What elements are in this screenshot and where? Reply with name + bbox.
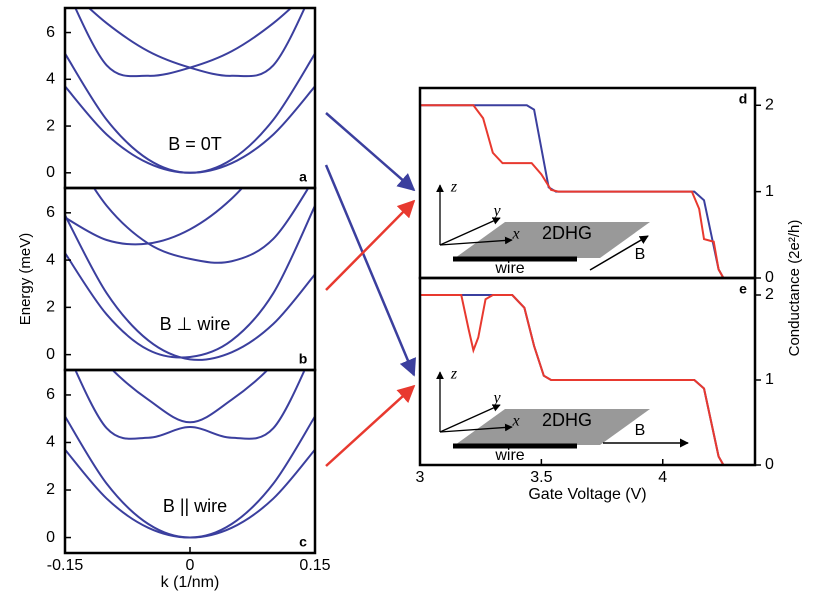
y-tick-label: 0: [765, 456, 774, 473]
y-tick-label: 1: [765, 183, 774, 200]
y-tick-label: 2: [46, 117, 55, 134]
inset-label: wire: [494, 447, 524, 464]
x-tick-label: 3.5: [530, 469, 552, 486]
inset-label: B: [635, 422, 646, 439]
plot-area: [65, 8, 315, 174]
panel-label: d: [739, 91, 748, 107]
frame: [63, 6, 317, 190]
curve: [65, 53, 315, 174]
curve: [65, 415, 315, 539]
y-axis-label: Conductance (2e²/h): [786, 220, 803, 357]
axis-x: [439, 423, 513, 433]
y-tick-label: 2: [765, 96, 774, 113]
panel-label: b: [299, 351, 308, 367]
annotation: B = 0T: [168, 134, 222, 154]
inset-label: x: [511, 413, 519, 430]
inset: z yx 2DHG wire B: [436, 366, 689, 464]
curve: [74, 370, 306, 440]
inset-label: B: [635, 246, 646, 263]
curve: [65, 214, 315, 361]
annotation: B || wire: [163, 496, 227, 516]
axis-x: [439, 236, 513, 246]
sample-plane: [455, 222, 650, 258]
x-tick-label: 0.15: [299, 557, 330, 574]
sample-plane: [455, 409, 650, 445]
y-tick-label: 6: [46, 204, 55, 221]
plot-area: [420, 294, 725, 465]
frame: [63, 368, 317, 555]
arrow: [324, 164, 416, 377]
curve: [87, 8, 306, 78]
axis-y: [439, 217, 501, 246]
annotation: B ⊥ wire: [160, 314, 231, 334]
inset-label: z: [450, 366, 458, 383]
inset-label: y: [491, 203, 501, 220]
y-tick-label: 4: [46, 251, 55, 268]
plot-area: [65, 370, 315, 539]
y-tick-label: 1: [765, 371, 774, 388]
curve: [92, 188, 310, 264]
y-tick-label: 6: [46, 386, 55, 403]
y-tick-label: 0: [46, 346, 55, 363]
inset-label: 2DHG: [542, 223, 592, 243]
field-arrow: [589, 235, 649, 271]
axis-y: [439, 404, 501, 433]
plot-area: [420, 104, 725, 278]
y-tick-label: 0: [46, 164, 55, 181]
inset-label: z: [450, 179, 458, 196]
inset-label: y: [491, 390, 501, 407]
connector-arrows: [324, 112, 416, 467]
y-tick-label: 4: [46, 71, 55, 88]
curve: [111, 370, 269, 424]
curve: [65, 448, 315, 539]
x-axis-label: k (1/nm): [161, 574, 220, 591]
arrow: [325, 384, 416, 467]
panel-label: a: [299, 169, 307, 185]
y-tick-label: 2: [46, 481, 55, 498]
curve: [65, 205, 315, 359]
y-tick-label: 4: [46, 434, 55, 451]
inset: z yx 2DHG wire B: [436, 179, 650, 277]
panel-label: e: [739, 281, 747, 297]
curve: [65, 85, 315, 174]
x-axis-label: Gate Voltage (V): [528, 486, 646, 503]
curve: [420, 294, 725, 465]
plot-area: [65, 188, 315, 361]
y-axis-label: Energy (meV): [17, 233, 34, 326]
x-tick-label: 4: [658, 469, 667, 486]
inset-label: 2DHG: [542, 410, 592, 430]
curve: [65, 188, 244, 246]
x-tick-label: 0: [186, 557, 195, 574]
inset-label: x: [511, 226, 519, 243]
y-tick-label: 0: [46, 529, 55, 546]
y-tick-label: 6: [46, 24, 55, 41]
arrow: [325, 199, 416, 291]
x-tick-label: -0.15: [47, 557, 84, 574]
x-tick-label: 3: [416, 469, 425, 486]
y-tick-label: 0: [765, 269, 774, 286]
panel-label: c: [299, 534, 307, 550]
frame: [63, 186, 317, 372]
frame: [418, 276, 757, 467]
curve: [74, 8, 293, 78]
y-tick-label: 2: [765, 286, 774, 303]
curve: [420, 104, 725, 278]
inset-label: wire: [494, 260, 524, 277]
y-tick-label: 2: [46, 299, 55, 316]
arrow: [325, 112, 416, 192]
